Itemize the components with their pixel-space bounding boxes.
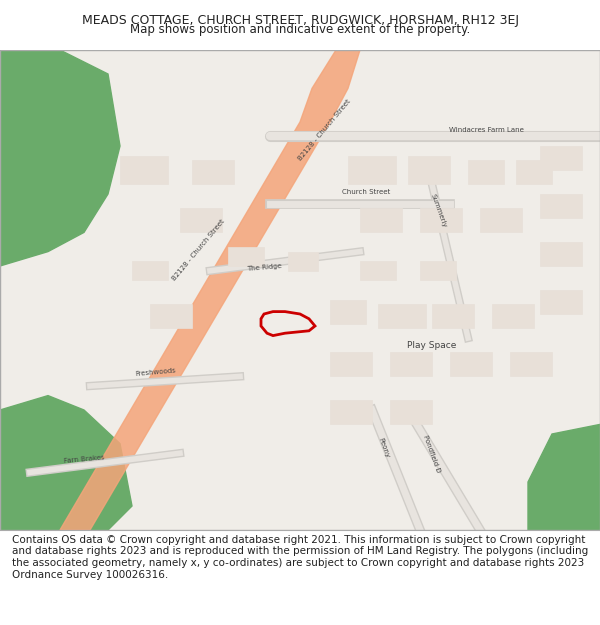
Bar (540, 242, 582, 266)
Polygon shape (528, 424, 600, 530)
Bar (408, 156, 450, 184)
Text: Farn Brakes: Farn Brakes (64, 454, 104, 464)
Text: B2128 - Church Street: B2128 - Church Street (171, 218, 225, 281)
Bar (516, 161, 552, 184)
Text: MEADS COTTAGE, CHURCH STREET, RUDGWICK, HORSHAM, RH12 3EJ: MEADS COTTAGE, CHURCH STREET, RUDGWICK, … (82, 14, 518, 27)
Bar (132, 261, 168, 281)
Bar (330, 401, 372, 424)
Bar (120, 156, 168, 184)
Text: Peony: Peony (377, 438, 391, 459)
Text: The Ridge: The Ridge (247, 262, 281, 272)
Bar (540, 146, 582, 170)
Text: Play Space: Play Space (407, 341, 457, 349)
Text: Pondfield D: Pondfield D (422, 434, 442, 473)
Bar (510, 352, 552, 376)
Bar (540, 290, 582, 314)
Bar (348, 156, 396, 184)
Bar (360, 208, 402, 232)
Bar (390, 352, 432, 376)
Polygon shape (0, 50, 120, 266)
Polygon shape (60, 50, 360, 530)
Text: Map shows position and indicative extent of the property.: Map shows position and indicative extent… (130, 23, 470, 36)
Bar (420, 208, 462, 232)
Bar (390, 401, 432, 424)
Bar (180, 208, 222, 232)
Text: Contains OS data © Crown copyright and database right 2021. This information is : Contains OS data © Crown copyright and d… (12, 535, 588, 579)
Bar (192, 161, 234, 184)
Text: Summerly: Summerly (429, 193, 447, 229)
Text: B2128 - Church Street: B2128 - Church Street (297, 98, 351, 161)
Bar (432, 304, 474, 328)
Text: Windacres Farm Lane: Windacres Farm Lane (449, 127, 523, 132)
Bar (480, 208, 522, 232)
Bar (378, 304, 426, 328)
Bar (288, 252, 318, 271)
Bar (150, 304, 192, 328)
Bar (420, 261, 456, 281)
Bar (450, 352, 492, 376)
Bar (360, 261, 396, 281)
Text: Church Street: Church Street (342, 189, 390, 195)
Bar (492, 304, 534, 328)
Text: Freshwoods: Freshwoods (136, 368, 176, 378)
Bar (540, 194, 582, 218)
Bar (228, 247, 264, 266)
Bar (330, 352, 372, 376)
Bar (330, 299, 366, 324)
Polygon shape (0, 396, 132, 530)
Bar (468, 161, 504, 184)
